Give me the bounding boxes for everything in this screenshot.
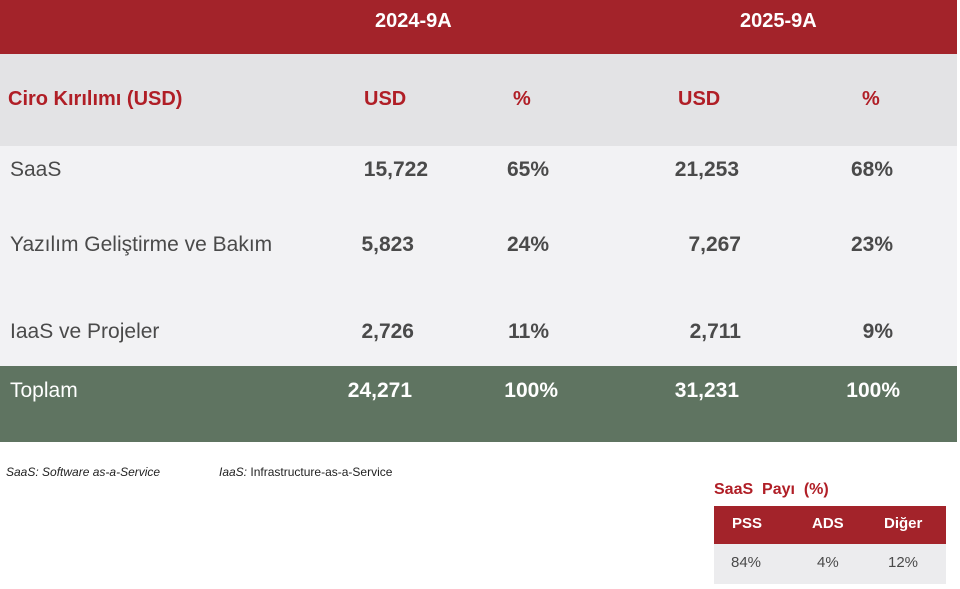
row-usd-2024: 2,726 xyxy=(361,320,414,343)
column-usd-2024: USD xyxy=(364,88,407,110)
period-header-row: 2024-9A 2025-9A xyxy=(0,0,957,54)
period-2024-label: 2024-9A xyxy=(375,10,452,32)
column-pct-2025: % xyxy=(862,88,880,110)
total-usd-2024: 24,271 xyxy=(347,379,412,402)
row-usd-2025: 21,253 xyxy=(674,158,739,181)
total-usd-2025: 31,231 xyxy=(674,379,739,402)
footnote-iaas-text: Infrastructure-as-a-Service xyxy=(250,465,393,479)
row-label: IaaS ve Projeler xyxy=(10,320,160,343)
saas-share-title: SaaS Payı (%) xyxy=(714,481,829,498)
column-header-row: Ciro Kırılımı (USD) USD % USD % xyxy=(0,54,957,146)
table-row: SaaS 15,722 65% 21,253 68% xyxy=(0,146,957,214)
period-2025-label: 2025-9A xyxy=(740,10,817,32)
saas-share-header: ADS xyxy=(812,515,844,532)
footnote-saas: SaaS: Software as-a-Service xyxy=(6,465,160,479)
total-label: Toplam xyxy=(10,379,78,402)
footnote-saas-text: Software as-a-Service xyxy=(42,465,161,479)
row-pct-2024: 24% xyxy=(506,233,549,256)
footnote-iaas-abbr: IaaS: xyxy=(219,465,248,479)
saas-share-value: 4% xyxy=(817,554,839,571)
row-usd-2025: 2,711 xyxy=(689,320,741,343)
row-usd-2024: 15,722 xyxy=(363,158,428,181)
row-pct-2025: 23% xyxy=(850,233,893,256)
footnote-iaas: IaaS: Infrastructure-as-a-Service xyxy=(219,465,392,479)
saas-share-header-row: PSS ADS Diğer xyxy=(714,506,946,544)
saas-share-value: 84% xyxy=(731,554,762,571)
total-pct-2024: 100% xyxy=(504,379,558,402)
row-label: SaaS xyxy=(10,158,62,181)
row-usd-2024: 5,823 xyxy=(361,233,414,256)
column-usd-2025: USD xyxy=(678,88,721,110)
total-row: Toplam 24,271 100% 31,231 100% xyxy=(0,366,957,442)
saas-share-header: Diğer xyxy=(884,515,923,532)
row-pct-2025: 68% xyxy=(850,158,893,181)
saas-share-header: PSS xyxy=(732,515,763,532)
footnote-saas-abbr: SaaS: xyxy=(6,465,39,479)
table-row: IaaS ve Projeler 2,726 11% 2,711 9% xyxy=(0,294,957,366)
row-label: Yazılım Geliştirme ve Bakım xyxy=(10,233,273,256)
row-pct-2024: 65% xyxy=(506,158,549,181)
table-row: Yazılım Geliştirme ve Bakım 5,823 24% 7,… xyxy=(0,214,957,294)
saas-share-value: 12% xyxy=(888,554,919,571)
row-pct-2025: 9% xyxy=(862,320,893,343)
column-pct-2024: % xyxy=(513,88,531,110)
total-pct-2025: 100% xyxy=(846,379,900,402)
table-title: Ciro Kırılımı (USD) xyxy=(8,88,183,110)
row-pct-2024: 11% xyxy=(508,320,549,343)
row-usd-2025: 7,267 xyxy=(688,233,741,256)
saas-share-value-row: 84% 4% 12% xyxy=(714,544,946,584)
